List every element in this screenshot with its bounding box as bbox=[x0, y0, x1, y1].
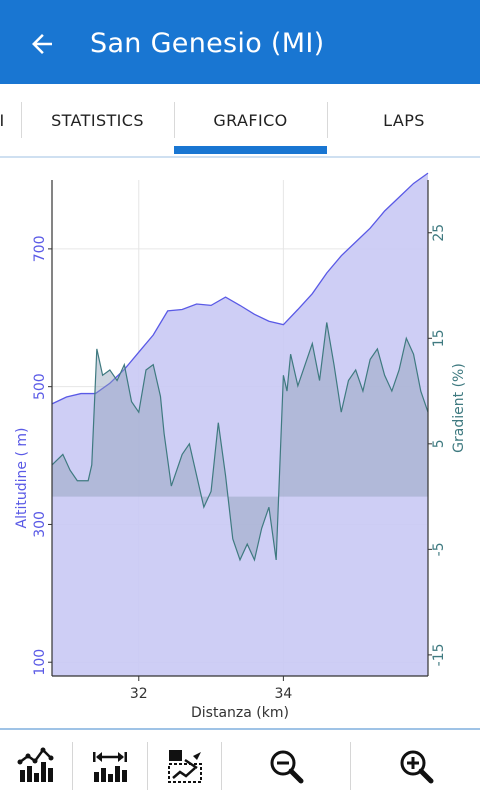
x-tick-label: 34 bbox=[274, 686, 292, 702]
toolbar-divider bbox=[72, 742, 73, 790]
tab-statistics[interactable]: STATISTICS bbox=[51, 110, 144, 130]
toolbar-divider bbox=[147, 742, 148, 790]
app-bar: San Genesio (MI) bbox=[0, 0, 480, 84]
zoom-area-chart-icon bbox=[168, 750, 202, 783]
chart-area[interactable]: 32 34 Distanza (km) 100 300 500 700 Altitudine … bbox=[0, 158, 480, 728]
y-left-tick-label: 700 bbox=[32, 236, 48, 263]
tab-grafico[interactable]: GRAFICO bbox=[213, 110, 288, 130]
x-axis-label: Distanza (km) bbox=[191, 705, 289, 721]
zoom-in-icon bbox=[400, 750, 434, 784]
bottom-toolbar bbox=[0, 728, 480, 802]
horizontal-scale-button[interactable] bbox=[82, 740, 138, 792]
line-bar-chart-button[interactable] bbox=[8, 740, 64, 792]
y-right-tick-label: 25 bbox=[431, 224, 447, 242]
y-right-axis-label: Gradient (%) bbox=[451, 363, 467, 453]
y-right-tick-label: 5 bbox=[431, 439, 447, 448]
page-title: San Genesio (MI) bbox=[90, 28, 325, 59]
back-button[interactable] bbox=[22, 24, 62, 64]
gradient-area bbox=[52, 322, 428, 560]
y-left-axis-label: Altitudine ( m) bbox=[14, 428, 30, 529]
tab-divider bbox=[327, 102, 328, 138]
y-right-tick-label: 15 bbox=[431, 329, 447, 347]
y-right-tick-label: -15 bbox=[431, 643, 447, 666]
tab-divider bbox=[21, 102, 22, 138]
zoom-out-icon bbox=[270, 750, 304, 784]
altitude-line bbox=[51, 172, 429, 405]
toolbar-divider bbox=[350, 742, 351, 790]
y-right-tick-label: -5 bbox=[431, 542, 447, 556]
toolbar-divider bbox=[221, 742, 222, 790]
y-left-tick-label: 300 bbox=[32, 511, 48, 538]
zoom-in-button[interactable] bbox=[388, 740, 444, 792]
active-tab-indicator bbox=[174, 146, 327, 154]
altitude-area bbox=[52, 173, 428, 676]
y-left-tick-label: 100 bbox=[32, 649, 48, 676]
tab-laps[interactable]: LAPS bbox=[383, 110, 425, 130]
horizontal-scale-chart-icon bbox=[93, 752, 127, 782]
tab-bar: I STATISTICS GRAFICO LAPS bbox=[0, 84, 480, 158]
line-bar-chart-icon bbox=[17, 747, 54, 782]
gradient-line bbox=[51, 322, 429, 562]
arrow-back-icon bbox=[32, 34, 52, 54]
zoom-area-button[interactable] bbox=[157, 740, 213, 792]
zoom-out-button[interactable] bbox=[258, 740, 314, 792]
y-left-tick-label: 500 bbox=[32, 373, 48, 400]
tab-partial[interactable]: I bbox=[0, 110, 5, 130]
tab-divider bbox=[174, 102, 175, 138]
x-tick-label: 32 bbox=[130, 686, 148, 702]
elevation-chart[interactable]: 32 34 Distanza (km) 100 300 500 700 Altitudine … bbox=[0, 158, 480, 728]
